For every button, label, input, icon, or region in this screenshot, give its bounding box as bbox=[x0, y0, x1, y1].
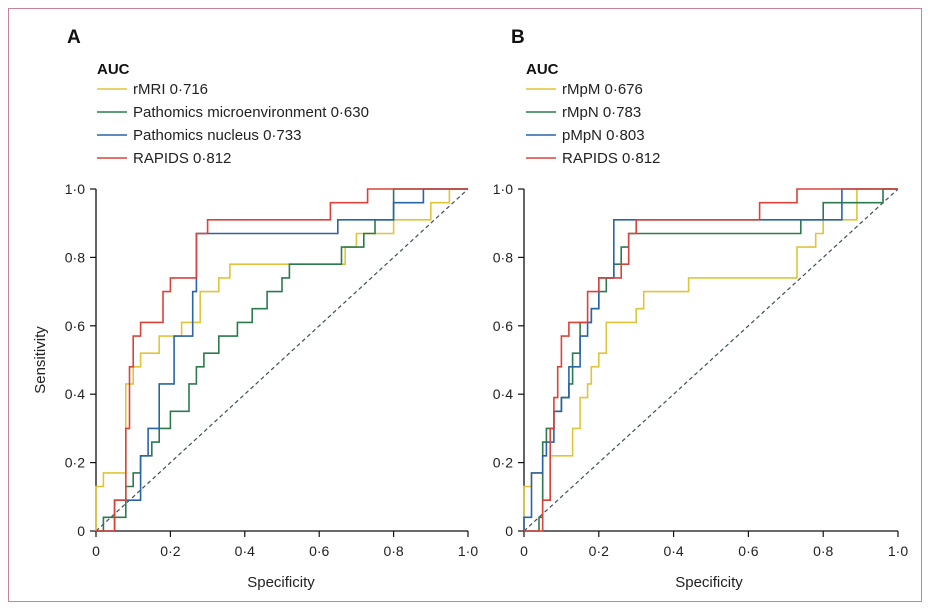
panel-b-plot-area: 00 0·2 0·2 0·4 0·4 0·6 0·6 0·8 0·8 1·0 1·0 bbox=[493, 181, 909, 559]
legend-label-rmri: rMRI 0·716 bbox=[133, 81, 208, 98]
panel-b: B AUC rMpM 0·676 rMpN 0·783 pMpN 0·803 R… bbox=[493, 27, 909, 591]
y-tick-label: 0·6 bbox=[493, 318, 513, 334]
x-tick-label: 0·8 bbox=[383, 543, 403, 559]
panel-a-legend-title: AUC bbox=[97, 61, 130, 78]
panel-a-y-axis-title: Sensitivity bbox=[32, 326, 49, 394]
panel-a-plot-area: 00 0·2 0·2 0·4 0·4 0·6 0·6 0·8 0·8 1·0 1·0 bbox=[65, 181, 479, 559]
y-tick-label: 0·2 bbox=[65, 455, 85, 471]
roc-curve-a-3 bbox=[96, 188, 468, 532]
legend-label-rapids-b: RAPIDS 0·812 bbox=[562, 150, 660, 167]
x-tick-label: 0·6 bbox=[309, 543, 329, 559]
legend-label-pathomics-microenvironment: Pathomics microenvironment 0·630 bbox=[133, 104, 369, 121]
y-tick-label: 0·2 bbox=[493, 455, 513, 471]
panel-a-x-axis-title: Specificity bbox=[247, 574, 315, 591]
panel-b-x-axis-title: Specificity bbox=[675, 574, 743, 591]
x-tick-label: 0 bbox=[520, 543, 528, 559]
reference-diagonal bbox=[95, 188, 469, 532]
y-tick-label: 0·4 bbox=[493, 386, 513, 402]
legend-label-pathomics-nucleus: Pathomics nucleus 0·733 bbox=[133, 127, 301, 144]
panel-b-legend: rMpM 0·676 rMpN 0·783 pMpN 0·803 RAPIDS … bbox=[526, 81, 660, 167]
y-tick-label: 0 bbox=[77, 523, 85, 539]
legend-label-pmpn: pMpN 0·803 bbox=[562, 127, 645, 144]
figure-frame: A AUC rMRI 0·716 Pathomics microenvironm… bbox=[8, 8, 922, 602]
y-tick-label: 0·8 bbox=[65, 249, 85, 265]
legend-label-rapids-a: RAPIDS 0·812 bbox=[133, 150, 231, 167]
y-tick-label: 0·6 bbox=[65, 318, 85, 334]
x-tick-label: 0·6 bbox=[738, 543, 758, 559]
y-tick-label: 0 bbox=[505, 523, 513, 539]
panel-b-legend-title: AUC bbox=[526, 61, 559, 78]
panel-a-legend: rMRI 0·716 Pathomics microenvironment 0·… bbox=[97, 81, 369, 167]
reference-diagonal bbox=[523, 188, 899, 532]
x-tick-label: 1·0 bbox=[888, 543, 908, 559]
panel-a-label: A bbox=[67, 27, 81, 48]
panel-b-label: B bbox=[511, 27, 525, 48]
x-tick-label: 0·2 bbox=[589, 543, 609, 559]
legend-label-rmpm: rMpM 0·676 bbox=[562, 81, 643, 98]
legend-label-rmpn: rMpN 0·783 bbox=[562, 104, 641, 121]
roc-curve-b-2 bbox=[523, 188, 898, 531]
roc-figure: A AUC rMRI 0·716 Pathomics microenvironm… bbox=[32, 27, 909, 591]
x-tick-label: 0 bbox=[92, 543, 100, 559]
roc-curve-b-3 bbox=[524, 188, 898, 532]
x-tick-label: 0·4 bbox=[663, 543, 683, 559]
y-tick-label: 0·8 bbox=[493, 249, 513, 265]
y-tick-label: 0·4 bbox=[65, 386, 85, 402]
panel-a: A AUC rMRI 0·716 Pathomics microenvironm… bbox=[32, 27, 478, 591]
x-tick-label: 0·4 bbox=[235, 543, 255, 559]
x-tick-label: 1·0 bbox=[458, 543, 478, 559]
roc-curve-a-2 bbox=[96, 188, 468, 532]
x-tick-label: 0·2 bbox=[160, 543, 180, 559]
y-tick-label: 1·0 bbox=[65, 181, 85, 197]
roc-curve-a-0 bbox=[95, 188, 468, 531]
x-tick-label: 0·8 bbox=[813, 543, 833, 559]
y-tick-label: 1·0 bbox=[493, 181, 513, 197]
